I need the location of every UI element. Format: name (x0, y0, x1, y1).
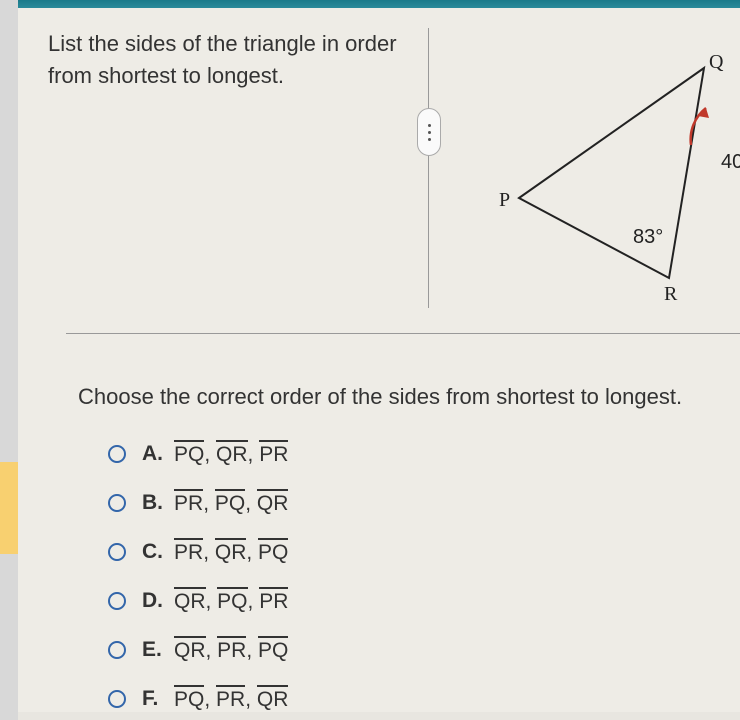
segment-label: QR (215, 538, 247, 565)
vertex-label-p: P (499, 189, 510, 211)
content-area: List the sides of the triangle in order … (18, 8, 740, 712)
segment-label: QR (174, 636, 206, 663)
segment-label: PQ (258, 538, 288, 565)
radio-icon[interactable] (108, 592, 126, 610)
option-C[interactable]: C. PR, QR, PQ (108, 538, 740, 565)
option-A[interactable]: A. PQ, QR, PR (108, 440, 740, 467)
segment-label: PQ (215, 489, 245, 516)
option-F[interactable]: F. PQ, PR, QR (108, 685, 740, 712)
vertex-label-r: R (664, 283, 678, 305)
radio-icon[interactable] (108, 641, 126, 659)
option-segments: QR, PR, PQ (174, 636, 288, 663)
segment-label: PR (174, 489, 203, 516)
option-letter: F. (142, 687, 164, 711)
diagram-area: P Q R 40° 83° (428, 28, 740, 308)
radio-icon[interactable] (108, 445, 126, 463)
divider (66, 333, 740, 334)
options-list: A. PQ, QR, PR B. PR, PQ, QR C. PR, QR, PQ D. QR… (108, 440, 740, 712)
option-letter: B. (142, 491, 164, 515)
triangle-shape (519, 68, 704, 278)
segment-label: QR (257, 489, 289, 516)
option-letter: A. (142, 442, 164, 466)
radio-icon[interactable] (108, 494, 126, 512)
segment-label: QR (257, 685, 289, 712)
segment-label: PQ (174, 685, 204, 712)
segment-label: PQ (258, 636, 288, 663)
problem-prompt: List the sides of the triangle in order … (48, 28, 418, 308)
top-bar (0, 0, 740, 8)
segment-label: PR (174, 538, 203, 565)
question-text: Choose the correct order of the sides fr… (78, 384, 740, 410)
vertex-label-q: Q (709, 51, 724, 73)
problem-row: List the sides of the triangle in order … (18, 8, 740, 308)
option-letter: C. (142, 540, 164, 564)
option-segments: PQ, PR, QR (174, 685, 288, 712)
segment-label: QR (174, 587, 206, 614)
option-D[interactable]: D. QR, PQ, PR (108, 587, 740, 614)
segment-label: PQ (174, 440, 204, 467)
option-segments: QR, PQ, PR (174, 587, 288, 614)
option-segments: PQ, QR, PR (174, 440, 288, 467)
option-E[interactable]: E. QR, PR, PQ (108, 636, 740, 663)
triangle-diagram: P Q R 40° 83° (469, 38, 740, 308)
option-letter: D. (142, 589, 164, 613)
radio-icon[interactable] (108, 690, 126, 708)
angle-label-q: 40° (721, 151, 740, 173)
segment-label: QR (216, 440, 248, 467)
segment-label: PR (259, 587, 288, 614)
segment-label: PR (217, 636, 246, 663)
more-options-button[interactable] (417, 108, 441, 156)
left-edge (0, 0, 18, 720)
angle-label-r: 83° (633, 226, 663, 248)
option-segments: PR, PQ, QR (174, 489, 288, 516)
radio-icon[interactable] (108, 543, 126, 561)
segment-label: PQ (217, 587, 247, 614)
option-B[interactable]: B. PR, PQ, QR (108, 489, 740, 516)
segment-label: PR (259, 440, 288, 467)
option-letter: E. (142, 638, 164, 662)
segment-label: PR (216, 685, 245, 712)
option-segments: PR, QR, PQ (174, 538, 288, 565)
